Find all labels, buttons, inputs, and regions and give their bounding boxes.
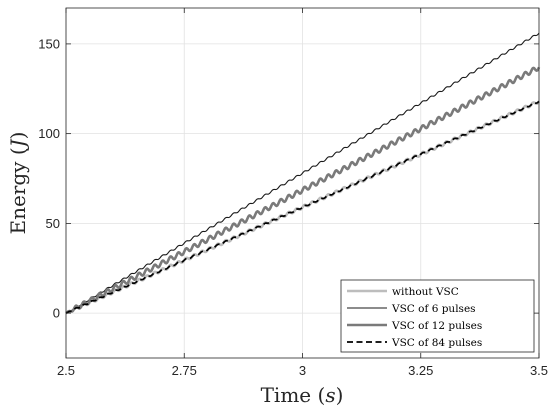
- x-tick-label: 3.25: [408, 363, 433, 378]
- series-line-4: [65, 100, 540, 314]
- y-tick-label: 100: [38, 126, 60, 141]
- x-tick-label: 3.5: [530, 363, 548, 378]
- y-tick-label: 50: [46, 216, 60, 231]
- x-axis-title: Time (s): [261, 383, 344, 407]
- x-tick-label: 3: [299, 363, 306, 378]
- x-axis-unit: s: [325, 383, 335, 407]
- legend-items: without VSC VSC of 6 pulses VSC of 12 puls…: [347, 286, 482, 349]
- x-tick-label: 2.5: [57, 363, 75, 378]
- legend-label-2: VSC of 6 pulses: [391, 303, 476, 315]
- x-axis-label: Time: [261, 383, 318, 407]
- y-axis-label: Energy: [6, 155, 30, 234]
- y-axis-title: Energy (J): [6, 132, 30, 235]
- x-axis-close-paren: ): [336, 383, 344, 407]
- y-axis-open-paren: (: [6, 147, 30, 155]
- series-line-2: [65, 32, 540, 314]
- legend-label-1: without VSC: [392, 286, 459, 298]
- y-axis-unit: J: [6, 138, 30, 151]
- legend: without VSC VSC of 6 pulses VSC of 12 puls…: [340, 279, 535, 353]
- legend-label-3: VSC of 12 pulses: [391, 320, 482, 332]
- series-lines: [65, 32, 541, 315]
- x-axis-open-paren: (: [318, 383, 326, 407]
- y-tick-label: 0: [53, 306, 60, 321]
- y-tick-label: 150: [38, 36, 60, 51]
- x-tick-labels: 2.5 2.75 3 3.25 3.5: [57, 363, 548, 378]
- y-axis-close-paren: ): [6, 132, 30, 140]
- ticks: [65, 8, 540, 358]
- y-tick-labels: 0 50 100 150: [38, 36, 60, 320]
- x-tick-label: 2.75: [172, 363, 197, 378]
- series-line-3: [65, 66, 541, 315]
- legend-label-4: VSC of 84 pulses: [391, 337, 482, 349]
